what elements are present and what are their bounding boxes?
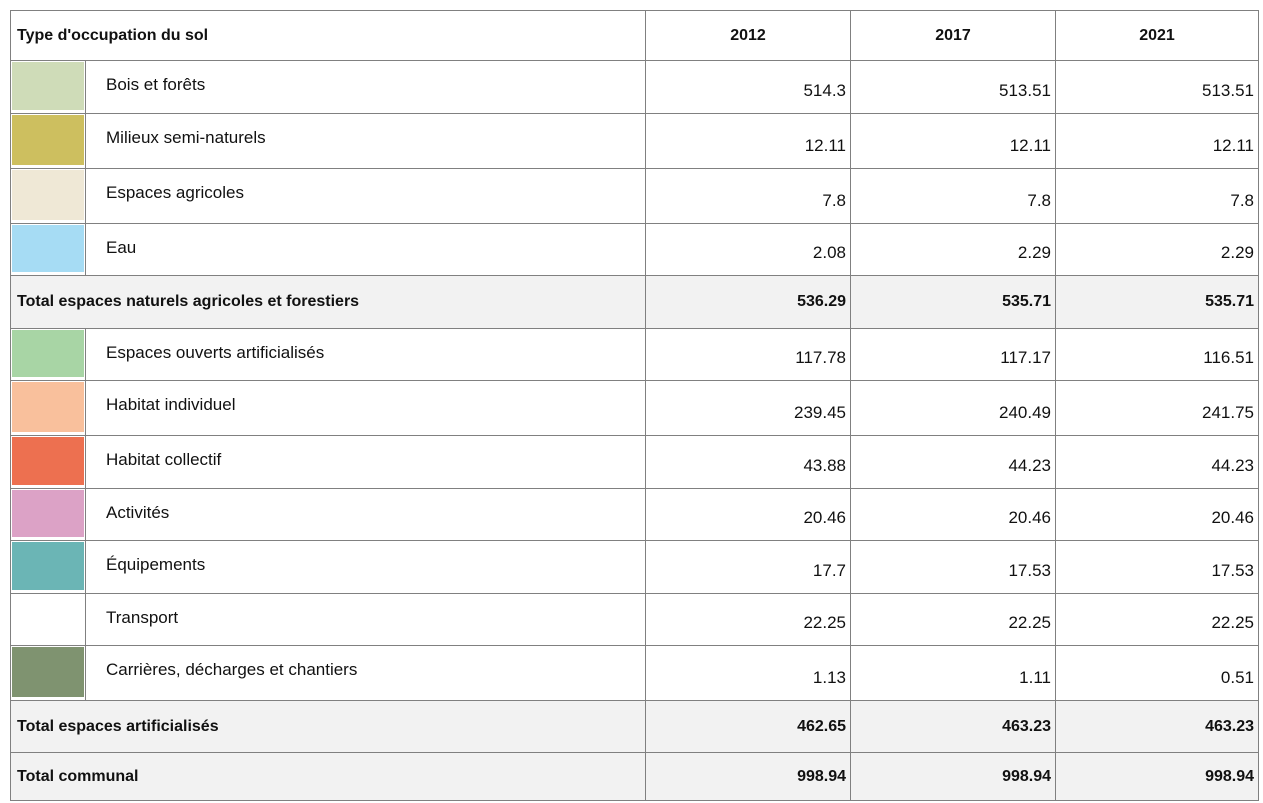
row-value: 22.25 — [1055, 593, 1259, 646]
row-label: Équipements — [85, 540, 646, 594]
color-swatch — [10, 60, 86, 114]
row-value: 20.46 — [850, 488, 1056, 541]
swatch-fill — [12, 490, 84, 537]
row-value: 22.25 — [645, 593, 851, 646]
total-value: 463.23 — [850, 700, 1056, 753]
row-value: 240.49 — [850, 380, 1056, 436]
color-swatch — [10, 380, 86, 436]
swatch-fill — [12, 330, 84, 377]
swatch-fill — [12, 170, 84, 220]
row-value: 2.29 — [1055, 223, 1259, 276]
row-label: Activités — [85, 488, 646, 541]
total-value: 998.94 — [850, 752, 1056, 801]
total-value: 998.94 — [1055, 752, 1259, 801]
color-swatch — [10, 168, 86, 224]
row-value: 116.51 — [1055, 328, 1259, 381]
header-cell: 2012 — [645, 10, 851, 61]
row-value: 12.11 — [645, 113, 851, 169]
row-value: 117.78 — [645, 328, 851, 381]
row-value: 7.8 — [645, 168, 851, 224]
row-label: Bois et forêts — [85, 60, 646, 114]
swatch-fill — [12, 542, 84, 590]
row-label: Espaces ouverts artificialisés — [85, 328, 646, 381]
row-value: 239.45 — [645, 380, 851, 436]
row-value: 17.53 — [850, 540, 1056, 594]
swatch-fill — [12, 595, 84, 642]
row-value: 43.88 — [645, 435, 851, 489]
color-swatch — [10, 113, 86, 169]
row-value: 17.7 — [645, 540, 851, 594]
color-swatch — [10, 328, 86, 381]
color-swatch — [10, 593, 86, 646]
row-label: Eau — [85, 223, 646, 276]
header-cell: 2021 — [1055, 10, 1259, 61]
row-value: 1.11 — [850, 645, 1056, 701]
swatch-fill — [12, 225, 84, 272]
header-cell: 2017 — [850, 10, 1056, 61]
row-value: 22.25 — [850, 593, 1056, 646]
row-value: 20.46 — [1055, 488, 1259, 541]
swatch-fill — [12, 647, 84, 697]
row-value: 17.53 — [1055, 540, 1259, 594]
row-value: 44.23 — [1055, 435, 1259, 489]
color-swatch — [10, 540, 86, 594]
row-value: 2.29 — [850, 223, 1056, 276]
row-value: 514.3 — [645, 60, 851, 114]
row-label: Habitat individuel — [85, 380, 646, 436]
row-value: 513.51 — [1055, 60, 1259, 114]
total-label: Total communal — [10, 752, 646, 801]
total-label: Total espaces artificialisés — [10, 700, 646, 753]
row-value: 7.8 — [1055, 168, 1259, 224]
total-value: 998.94 — [645, 752, 851, 801]
swatch-fill — [12, 382, 84, 432]
total-value: 463.23 — [1055, 700, 1259, 753]
swatch-fill — [12, 437, 84, 485]
row-value: 44.23 — [850, 435, 1056, 489]
row-value: 513.51 — [850, 60, 1056, 114]
row-value: 0.51 — [1055, 645, 1259, 701]
header-cell: Type d'occupation du sol — [10, 10, 646, 61]
total-value: 535.71 — [1055, 275, 1259, 329]
color-swatch — [10, 435, 86, 489]
row-label: Habitat collectif — [85, 435, 646, 489]
color-swatch — [10, 645, 86, 701]
color-swatch — [10, 223, 86, 276]
row-value: 12.11 — [850, 113, 1056, 169]
row-label: Milieux semi-naturels — [85, 113, 646, 169]
row-label: Transport — [85, 593, 646, 646]
swatch-fill — [12, 115, 84, 165]
swatch-fill — [12, 62, 84, 110]
row-value: 7.8 — [850, 168, 1056, 224]
color-swatch — [10, 488, 86, 541]
row-value: 12.11 — [1055, 113, 1259, 169]
row-value: 2.08 — [645, 223, 851, 276]
row-value: 20.46 — [645, 488, 851, 541]
total-value: 462.65 — [645, 700, 851, 753]
total-value: 535.71 — [850, 275, 1056, 329]
total-label: Total espaces naturels agricoles et fore… — [10, 275, 646, 329]
row-value: 1.13 — [645, 645, 851, 701]
row-label: Carrières, décharges et chantiers — [85, 645, 646, 701]
total-value: 536.29 — [645, 275, 851, 329]
row-value: 241.75 — [1055, 380, 1259, 436]
row-label: Espaces agricoles — [85, 168, 646, 224]
row-value: 117.17 — [850, 328, 1056, 381]
